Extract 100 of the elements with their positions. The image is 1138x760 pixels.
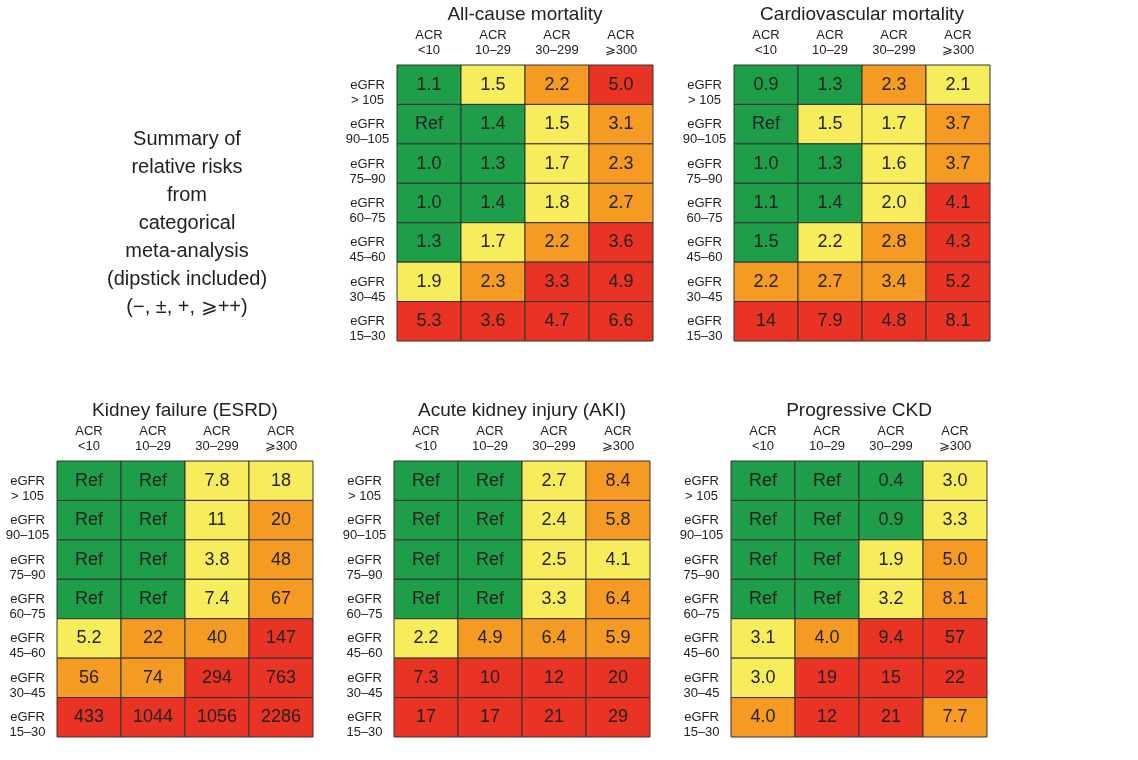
data-label: 1044 [132, 706, 174, 727]
data-label: 2.3 [480, 270, 506, 291]
x-tick-label: ACR 30–299 [872, 26, 916, 57]
text: Ref [74, 548, 104, 569]
data-label: 2.4 [541, 509, 567, 530]
data-label: 1.1 [416, 73, 442, 94]
data-label: 2286 [260, 706, 302, 727]
data-label: 10 [479, 666, 501, 687]
y-tick-label: eGFR 15–30 [346, 709, 383, 740]
data-label: 17 [415, 706, 437, 727]
data-label: 1.5 [817, 113, 843, 134]
data-label: 3.4 [881, 270, 907, 291]
y-tick-label: eGFR 15–30 [686, 313, 723, 344]
y-tick-label: eGFR 15–30 [683, 709, 720, 740]
text: Ref [748, 509, 778, 530]
text: Ref [138, 469, 168, 490]
data-label: 8.1 [945, 310, 971, 331]
y-tick-label: eGFR 60–75 [349, 195, 386, 225]
data-label: 7.8 [204, 469, 230, 490]
text: categorical [138, 211, 236, 233]
data-label: 17 [479, 706, 501, 727]
data-label: 1.4 [817, 192, 843, 212]
y-tick-label: eGFR 60–75 [346, 591, 383, 621]
text: relative risks [131, 155, 243, 177]
y-tick-label: eGFR 30–45 [349, 273, 386, 304]
text: Ref [812, 509, 842, 530]
text: Ref [475, 509, 505, 530]
x-tick-label: ACR ⩾300 [938, 422, 972, 453]
text: Ref [812, 548, 842, 569]
text: Ref [74, 509, 104, 530]
data-label: 2.7 [608, 192, 634, 212]
x-tick-label: ACR 10–29 [134, 422, 172, 453]
data-label: 21 [880, 706, 902, 727]
data-label: 294 [201, 666, 233, 687]
data-label: 2.8 [881, 231, 907, 252]
data-label: 1.5 [480, 73, 506, 94]
data-label: 3.0 [942, 469, 968, 490]
data-label: 29 [607, 706, 629, 727]
data-label: 1.3 [817, 152, 843, 173]
y-tick-label: eGFR > 105 [347, 472, 382, 503]
data-label: 67 [270, 588, 292, 608]
data-label: 1.9 [878, 548, 904, 569]
data-label: 7.4 [204, 588, 230, 608]
y-tick-label: eGFR 90–105 [342, 512, 387, 543]
text: Ref [812, 469, 842, 490]
data-label: 0.9 [878, 509, 904, 530]
data-label: 5.0 [608, 73, 634, 94]
data-label: 0.9 [753, 73, 779, 94]
data-label: 5.8 [605, 509, 631, 530]
x-tick-label: ACR <10 [412, 422, 440, 453]
data-label: 3.7 [945, 113, 971, 134]
data-label: 1.3 [480, 152, 506, 173]
data-label: 2.1 [945, 73, 971, 94]
y-tick-label: eGFR 45–60 [346, 630, 383, 661]
data-label: 3.2 [878, 588, 904, 608]
text: Summary of [133, 127, 242, 149]
chart-title: Acute kidney injury (AKI) [417, 399, 627, 420]
data-label: 3.0 [750, 666, 776, 687]
text: Ref [138, 588, 168, 608]
data-label: 2.3 [608, 152, 634, 173]
data-label: 7.9 [817, 310, 843, 331]
data-label: 2.2 [753, 270, 779, 291]
data-label: 1.0 [416, 192, 442, 212]
y-tick-label: eGFR 75–90 [9, 551, 46, 582]
data-label: 9.4 [878, 627, 904, 648]
data-label: 11 [207, 509, 227, 530]
data-label: 1.7 [881, 113, 907, 134]
x-tick-label: ACR 30–299 [535, 26, 579, 57]
text: Ref [812, 588, 842, 608]
data-label: 4.9 [477, 627, 503, 648]
data-label: 7.7 [942, 706, 968, 727]
data-label: 1.0 [753, 152, 779, 173]
y-tick-label: eGFR 75–90 [346, 551, 383, 582]
data-label: 56 [78, 666, 100, 687]
x-tick-label: ACR 10–29 [808, 422, 846, 453]
text: Ref [751, 113, 781, 134]
x-tick-label: ACR <10 [75, 422, 103, 453]
y-tick-label: eGFR 45–60 [349, 234, 386, 265]
data-label: 4.1 [945, 192, 971, 212]
data-label: 2.5 [541, 548, 567, 569]
data-label: 1.7 [544, 152, 570, 173]
text: (−, ±, +, ⩾++) [126, 295, 248, 317]
data-label: 3.3 [544, 270, 570, 291]
data-label: 1056 [196, 706, 238, 727]
data-label: 8.4 [605, 469, 631, 490]
data-label: 40 [206, 627, 228, 648]
data-label: 3.1 [750, 627, 776, 648]
data-label: 6.4 [605, 588, 631, 608]
data-label: 19 [816, 666, 838, 687]
data-label: 20 [270, 509, 292, 530]
text: Ref [138, 548, 168, 569]
text: Ref [138, 509, 168, 530]
data-label: 1.4 [480, 113, 506, 134]
data-label: 4.3 [945, 231, 971, 252]
chart-title: All-cause mortality [447, 3, 604, 24]
y-tick-label: eGFR 75–90 [349, 155, 386, 186]
y-tick-label: eGFR 60–75 [9, 591, 46, 621]
data-label: 1.1 [753, 192, 779, 212]
y-tick-label: eGFR 90–105 [5, 512, 50, 543]
x-tick-label: ACR 10–29 [474, 26, 512, 57]
